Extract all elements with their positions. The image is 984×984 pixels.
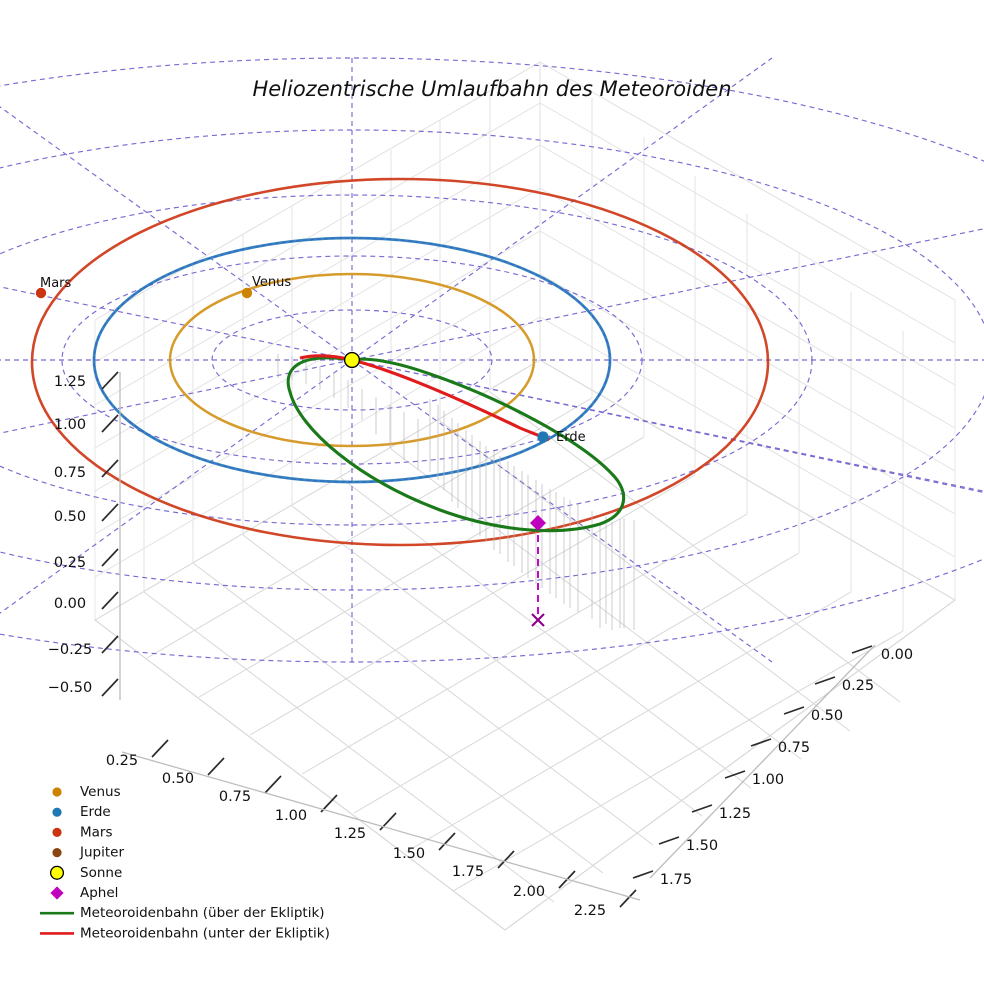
legend-item-sonne[interactable]: Sonne [49,865,123,881]
erde-label: Erde [556,430,586,445]
x-tick-0: 0.25 [106,753,138,769]
legend-label: Mars [80,824,113,840]
y-tick-7: 1.75 [660,872,692,888]
orbit-erde-dashed [93,237,611,483]
body-annotation-labels: Mars Venus Erde [40,275,586,445]
legend-label: Jupiter [79,845,124,861]
z-tick-6: −0.25 [48,642,92,658]
x-tick-6: 1.75 [452,864,484,880]
legend-item-meteoroidenbahn-ber-der-ekliptik[interactable]: Meteoroidenbahn (über der Ekliptik) [40,905,325,921]
x-tick-3: 1.00 [275,808,307,824]
legend-marker-dot [52,807,62,817]
x-tick-8: 2.25 [574,903,606,919]
legend-marker-diamond [50,886,64,900]
legend-label: Sonne [80,865,122,881]
y-tick-0: 0.00 [881,647,913,663]
legend-item-aphel[interactable]: Aphel [50,885,118,901]
z-tick-3: 0.50 [54,509,86,525]
legend-label: Erde [80,804,111,820]
marker-erde[interactable] [537,431,549,443]
z-tick-0: 1.25 [54,374,86,390]
orbit-venus [168,272,536,448]
chart-title: Heliozentrische Umlaufbahn des Meteoroid… [252,77,731,101]
orbit-mars [30,177,770,547]
x-tick-4: 1.25 [334,826,366,842]
y-tick-6: 1.50 [686,838,718,854]
z-tick-1: 1.00 [54,417,86,433]
z-axis-tick-labels: 1.25 1.00 0.75 0.50 0.25 0.00 −0.25 −0.50 [48,374,92,696]
marker-sonne[interactable] [343,351,361,369]
legend-item-jupiter[interactable]: Jupiter [52,845,124,861]
x-axis-spine [121,751,641,901]
legend-marker-dot [52,848,62,858]
meteoroid-orbit-above [286,356,626,533]
y-axis-spine [649,644,876,879]
y-tick-1: 0.25 [842,678,874,694]
legend-label: Aphel [80,885,118,901]
legend-item-mars[interactable]: Mars [52,824,113,840]
legend-marker-sun-circle [49,865,65,880]
legend-label: Venus [80,784,121,800]
marker-aphel[interactable] [530,515,546,531]
y-axis-tick-labels: 0.00 0.25 0.500.75 1.00 1.251.50 1.75 [660,647,913,888]
legend-item-venus[interactable]: Venus [52,784,121,800]
meteoroid-orbit-below [299,354,550,442]
y-tick-2: 0.50 [811,708,843,724]
legend-item-erde[interactable]: Erde [52,804,111,820]
z-tick-2: 0.75 [54,465,86,481]
z-tick-7: −0.50 [48,680,92,696]
z-tick-5: 0.00 [54,596,86,612]
x-tick-2: 0.75 [219,789,251,805]
y-tick-3: 0.75 [778,740,810,756]
x-tick-1: 0.50 [162,771,194,787]
marker-mars[interactable] [35,287,47,299]
venus-label: Venus [252,275,291,290]
marker-venus[interactable] [241,287,253,299]
legend-marker-dot [52,827,62,838]
x-axis-tick-labels: 0.25 0.50 0.75 1.00 1.25 1.50 1.75 2.00 2.25 [106,753,606,919]
legend-label: Meteoroidenbahn (über der Ekliptik) [80,905,325,921]
legend-marker-dot [52,787,62,797]
legend-item-meteoroidenbahn-unter-der-ekliptik[interactable]: Meteoroidenbahn (unter der Ekliptik) [40,925,330,941]
legend-label: Meteoroidenbahn (unter der Ekliptik) [80,925,330,941]
x-tick-5: 1.50 [393,846,425,862]
y-tick-5: 1.25 [719,806,751,822]
z-tick-4: 0.25 [54,555,86,571]
mars-label: Mars [40,276,72,291]
y-tick-4: 1.00 [752,772,784,788]
x-tick-7: 2.00 [513,884,545,900]
aphel-projection-marker [531,613,545,627]
